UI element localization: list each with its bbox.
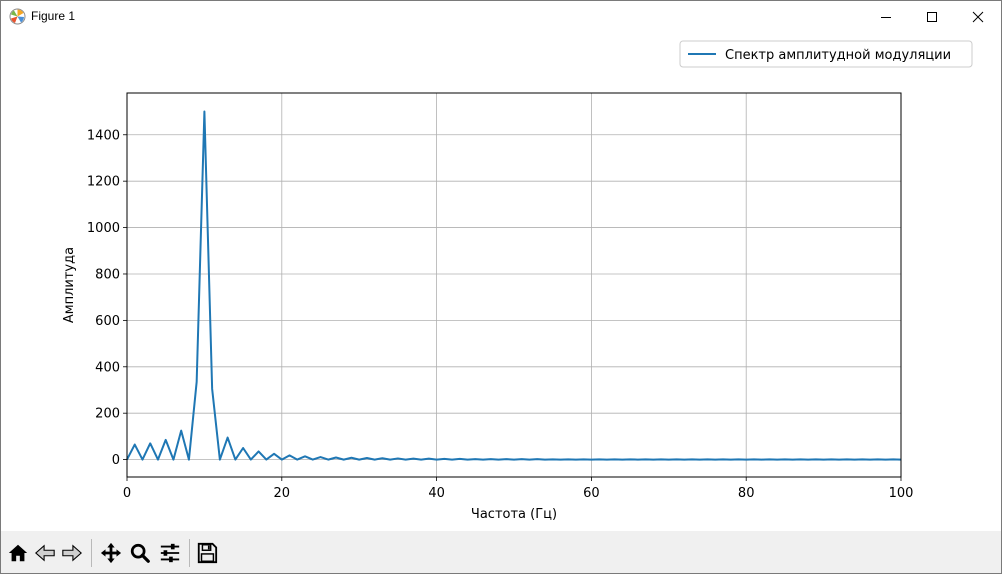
axes-frame [126,92,902,478]
grid-lines [126,93,902,477]
x-axis-label: Частота (Гц) [471,507,557,522]
y-axis-label: Амплитуда [62,247,77,323]
y-tick-label: 1000 [87,221,120,236]
close-icon [972,11,984,22]
maximize-icon [927,11,937,22]
home-button[interactable] [5,540,31,566]
x-tick-label: 0 [123,486,131,501]
minimize-button[interactable] [863,1,909,32]
pan-button[interactable] [98,540,124,566]
series-lines [126,110,902,461]
y-tick-label: 600 [95,314,120,329]
y-tick-label: 1200 [87,175,120,190]
save-button[interactable] [194,540,220,566]
move-icon [100,542,122,564]
figure-canvas[interactable]: 0 20 40 60 80 100 0 200 400 600 800 1000 1200 1400 Ч… [1,32,1001,531]
x-tick-label: 80 [738,486,755,501]
matplotlib-logo-icon [9,8,26,25]
legend: Спектр амплитудной модуляции [679,40,973,68]
arrow-left-icon [35,544,55,562]
x-tick-label: 100 [889,486,914,501]
series-line [126,110,902,461]
x-tick-label: 20 [274,486,291,501]
toolbar-separator [91,539,92,567]
y-tick-label: 1400 [87,128,120,143]
y-tick-label: 800 [95,267,120,282]
configure-subplots-button[interactable] [157,540,183,566]
y-tick-label: 400 [95,360,120,375]
title-bar[interactable]: Figure 1 [1,1,1001,32]
magnifier-icon [130,543,150,563]
spectrum-chart: 0 20 40 60 80 100 0 200 400 600 800 1000 1200 1400 Ч… [62,40,973,522]
minimize-icon [881,16,891,18]
legend-box [679,40,973,68]
x-axis-ticks: 0 20 40 60 80 100 [123,477,914,501]
sliders-icon [160,543,180,563]
home-icon [8,544,28,562]
navigation-toolbar [1,531,1001,573]
toolbar-separator [189,539,190,567]
maximize-button[interactable] [909,1,955,32]
window-title: Figure 1 [31,9,76,23]
back-button[interactable] [32,540,58,566]
x-tick-label: 60 [583,486,600,501]
legend-label: Спектр амплитудной модуляции [725,48,951,63]
forward-button[interactable] [59,540,85,566]
floppy-disk-icon [197,542,218,564]
y-tick-label: 200 [95,407,120,422]
close-button[interactable] [955,1,1001,32]
x-tick-label: 40 [428,486,445,501]
y-axis-ticks: 0 200 400 600 800 1000 1200 1400 [87,128,127,468]
zoom-button[interactable] [127,540,153,566]
y-tick-label: 0 [112,453,120,468]
arrow-right-icon [62,544,82,562]
